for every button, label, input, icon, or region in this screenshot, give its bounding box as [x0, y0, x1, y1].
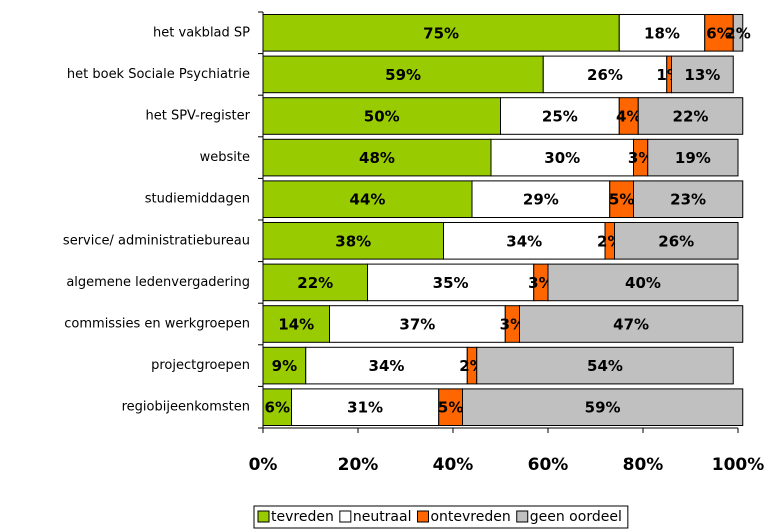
bar-segment	[519, 305, 744, 343]
value-label: 6%	[265, 399, 290, 417]
value-label: 35%	[433, 274, 469, 292]
x-tick-label: 20%	[338, 455, 379, 475]
bar-segment	[732, 13, 744, 52]
category-label: projectgroepen	[151, 358, 250, 373]
value-label: 3%	[628, 149, 653, 167]
value-label: 9%	[272, 357, 297, 375]
legend-swatch	[416, 510, 429, 523]
bar-segment	[476, 346, 734, 385]
bar-segment	[490, 138, 634, 177]
bar-segment	[462, 388, 744, 427]
value-label: 22%	[297, 274, 333, 292]
legend-label: tevreden	[271, 509, 334, 525]
value-label: 14%	[278, 316, 314, 334]
category-label: commissies en werkgroepen	[64, 317, 250, 332]
value-label: 44%	[350, 191, 386, 209]
value-label: 40%	[625, 274, 661, 292]
bar-segment	[305, 346, 468, 385]
legend-swatch	[257, 510, 270, 523]
bar-segment	[443, 221, 606, 260]
x-tick-label: 0%	[249, 455, 278, 475]
value-label: 50%	[364, 108, 400, 126]
category-label: service/ administratiebureau	[63, 233, 250, 248]
bar-segment	[262, 263, 368, 302]
x-tick-label: 40%	[433, 455, 474, 475]
value-label: 19%	[675, 149, 711, 167]
bar-segment	[618, 13, 706, 52]
value-label: 38%	[335, 232, 371, 250]
value-label: 4%	[616, 108, 641, 126]
value-label: 30%	[544, 149, 580, 167]
category-label: website	[200, 150, 250, 165]
value-label: 48%	[359, 149, 395, 167]
bar-segment	[542, 55, 668, 94]
bar-segment	[262, 97, 501, 135]
value-label: 31%	[347, 399, 383, 417]
legend-swatch	[516, 510, 529, 523]
bar-segment	[471, 180, 611, 219]
value-label: 59%	[585, 399, 621, 417]
value-label: 25%	[542, 108, 578, 126]
bar-segment	[262, 55, 544, 94]
bar-segment	[329, 305, 506, 343]
value-label: 37%	[399, 316, 435, 334]
bar-segment	[262, 180, 473, 219]
category-label: het vakblad SP	[153, 25, 250, 40]
value-label: 34%	[369, 357, 405, 375]
legend-label: ontevreden	[430, 509, 510, 525]
value-label: 3%	[500, 316, 525, 334]
value-label: 29%	[523, 191, 559, 209]
bar-segment	[262, 13, 620, 52]
legend-label: geen oordeel	[530, 509, 622, 525]
bar-segment	[367, 263, 535, 302]
bar-segment	[547, 263, 739, 302]
bar-segment	[262, 388, 292, 427]
value-label: 23%	[670, 191, 706, 209]
value-label: 3%	[528, 274, 553, 292]
category-label: algemene ledenvergadering	[66, 275, 250, 290]
value-label: 34%	[506, 232, 542, 250]
bar-segment	[671, 55, 734, 94]
value-label: 5%	[438, 399, 463, 417]
bar-segment	[262, 221, 444, 260]
category-label: studiemiddagen	[145, 192, 250, 207]
value-label: 26%	[587, 66, 623, 84]
value-label: 6%	[706, 24, 731, 42]
category-label: het boek Sociale Psychiatrie	[67, 67, 250, 82]
bar-segment	[614, 221, 739, 260]
x-tick-label: 60%	[528, 455, 569, 475]
x-tick-label: 100%	[712, 455, 765, 475]
bar-segment	[262, 138, 492, 177]
value-label: 13%	[684, 66, 720, 84]
legend-swatch	[339, 510, 352, 523]
category-label: regiobijeenkomsten	[122, 400, 250, 415]
value-label: 18%	[644, 24, 680, 42]
value-label: 2%	[725, 24, 750, 42]
value-label: 47%	[613, 316, 649, 334]
category-label: het SPV-register	[145, 109, 250, 124]
value-label: 22%	[673, 108, 709, 126]
value-label: 5%	[609, 191, 634, 209]
value-label: 26%	[658, 232, 694, 250]
bar-segment	[647, 138, 739, 177]
bar-segment	[633, 180, 744, 219]
legend-label: neutraal	[353, 509, 412, 525]
x-tick-label: 80%	[623, 455, 664, 475]
value-label: 75%	[423, 24, 459, 42]
value-label: 59%	[385, 66, 421, 84]
bar-segment	[637, 97, 744, 135]
value-label: 54%	[587, 357, 623, 375]
bar-segment	[500, 97, 620, 135]
bar-segment	[704, 13, 734, 52]
